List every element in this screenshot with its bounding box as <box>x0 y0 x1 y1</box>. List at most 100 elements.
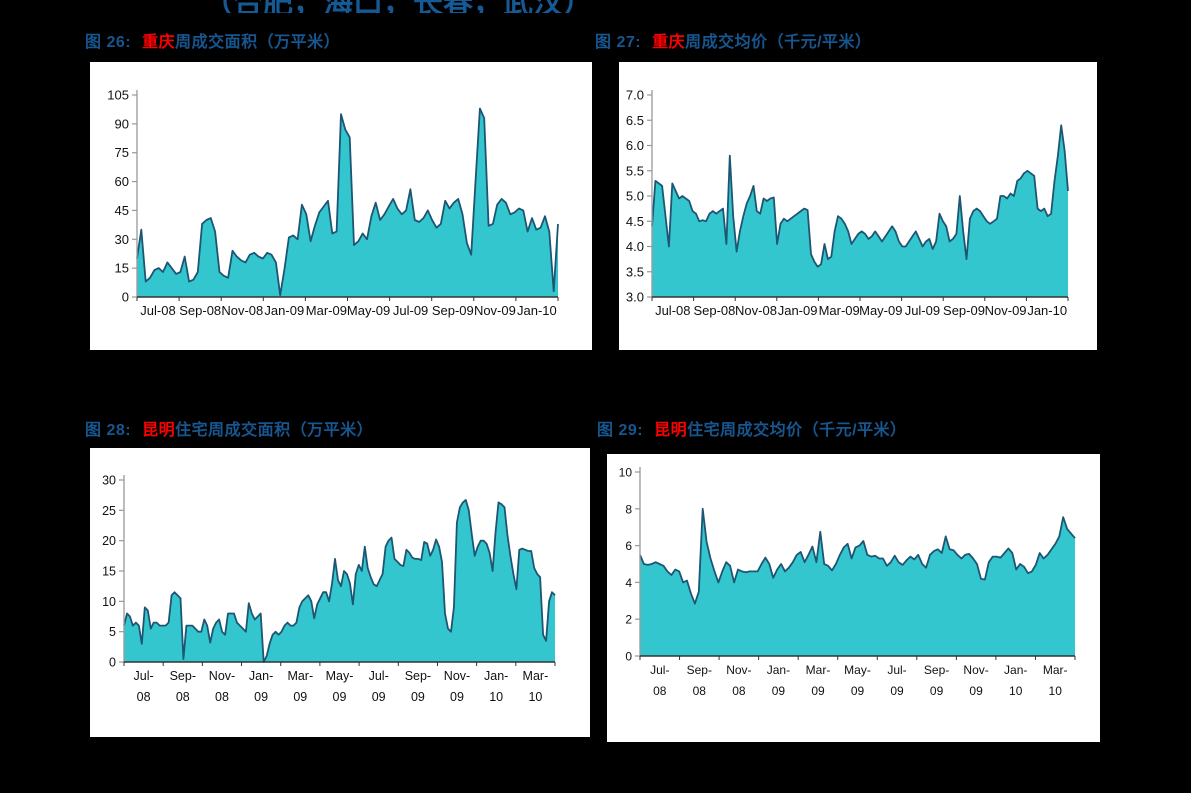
svg-text:3.5: 3.5 <box>626 264 644 279</box>
figure-29-label: 图 29: <box>597 422 644 439</box>
figure-29-caption-rest: 住宅周成交均价（千元/平米） <box>687 422 907 439</box>
svg-text:Jul-09: Jul-09 <box>393 303 428 318</box>
svg-text:3.0: 3.0 <box>626 290 644 305</box>
figure-27-caption-rest: 周成交均价（千元/平米） <box>685 34 872 51</box>
svg-text:Sep-09: Sep-09 <box>924 663 949 698</box>
area-series-fill <box>124 500 555 662</box>
svg-text:Mar-09: Mar-09 <box>806 663 831 698</box>
figure-28-caption: 图 28: 昆明住宅周成交面积（万平米） <box>85 416 373 440</box>
svg-text:Jul-09: Jul-09 <box>887 663 906 698</box>
figure-27-chart-panel: 3.0 3.5 4.0 4.5 5.0 5.5 6.0 6.5 7.0 Jul-08 Sep-08 N… <box>619 62 1097 350</box>
svg-text:Jan-10: Jan-10 <box>517 303 557 318</box>
area-series-line <box>123 499 556 663</box>
chart-28-area-chart: 0 5 10 15 20 25 30 Jul-08 Sep-08 Nov-08 Jan-09 Mar-… <box>102 474 556 704</box>
svg-text:0: 0 <box>625 650 632 664</box>
svg-text:25: 25 <box>102 504 116 518</box>
svg-text:Sep-09: Sep-09 <box>943 303 985 318</box>
svg-text:Nov-08: Nov-08 <box>221 303 263 318</box>
svg-text:7.0: 7.0 <box>626 88 644 103</box>
chart-26-area-chart: 0 15 30 45 60 75 90 105 Jul-08 Sep-08 Nov-08 Jan-09… <box>107 88 559 318</box>
svg-text:10: 10 <box>102 595 116 609</box>
svg-text:10: 10 <box>619 466 633 480</box>
area-series-fill <box>652 125 1068 297</box>
svg-text:20: 20 <box>102 534 116 548</box>
svg-text:Sep-08: Sep-08 <box>693 303 735 318</box>
svg-text:0: 0 <box>122 290 129 305</box>
svg-text:Nov-09: Nov-09 <box>985 303 1027 318</box>
svg-text:May-09: May-09 <box>859 303 902 318</box>
svg-text:30: 30 <box>115 232 129 247</box>
figure-28-city: 昆明 <box>142 422 176 439</box>
svg-text:Jul-08: Jul-08 <box>650 663 669 698</box>
svg-text:30: 30 <box>102 474 116 488</box>
svg-text:May-09: May-09 <box>326 669 354 704</box>
svg-text:Jul-08: Jul-08 <box>140 303 175 318</box>
figure-27-label: 图 27: <box>595 34 642 51</box>
svg-text:Jan-09: Jan-09 <box>264 303 304 318</box>
figure-29-chart-panel: 0 2 4 6 8 10 Jul-08 Sep-08 Nov-08 Jan-09 Mar-09 May… <box>607 454 1100 742</box>
svg-text:Jan-09: Jan-09 <box>767 663 790 698</box>
svg-text:Mar-09: Mar-09 <box>287 669 313 704</box>
svg-text:Mar-10: Mar-10 <box>1043 663 1068 698</box>
svg-text:May-09: May-09 <box>844 663 871 698</box>
svg-text:Jan-10: Jan-10 <box>484 669 508 704</box>
svg-text:Sep-08: Sep-08 <box>179 303 221 318</box>
svg-text:Sep-08: Sep-08 <box>170 669 196 704</box>
svg-text:105: 105 <box>107 88 129 103</box>
figure-26-label: 图 26: <box>85 34 132 51</box>
chart-29-area-chart: 0 2 4 6 8 10 Jul-08 Sep-08 Nov-08 Jan-09 Mar-09 May… <box>619 466 1076 698</box>
area-series-line <box>651 124 1069 268</box>
svg-text:5: 5 <box>109 625 116 639</box>
area-series-line <box>136 107 559 297</box>
svg-text:6.0: 6.0 <box>626 138 644 153</box>
svg-text:Nov-09: Nov-09 <box>963 663 988 698</box>
svg-text:4.5: 4.5 <box>626 214 644 229</box>
svg-text:45: 45 <box>115 203 129 218</box>
figure-27-city: 重庆 <box>652 34 686 51</box>
svg-text:4: 4 <box>625 576 632 590</box>
svg-text:Sep-09: Sep-09 <box>432 303 474 318</box>
figure-29-city: 昆明 <box>654 422 688 439</box>
svg-text:Jul-09: Jul-09 <box>905 303 940 318</box>
figure-26-caption-rest: 周成交面积（万平米） <box>175 34 341 51</box>
svg-text:Mar-09: Mar-09 <box>819 303 860 318</box>
svg-text:Jan-10: Jan-10 <box>1004 663 1027 698</box>
svg-text:Jul-08: Jul-08 <box>655 303 690 318</box>
svg-text:Sep-08: Sep-08 <box>687 663 712 698</box>
svg-text:15: 15 <box>115 261 129 276</box>
svg-text:5.5: 5.5 <box>626 163 644 178</box>
svg-text:90: 90 <box>115 116 129 131</box>
svg-text:Mar-10: Mar-10 <box>523 669 549 704</box>
svg-text:8: 8 <box>625 502 632 516</box>
figure-26-city: 重庆 <box>142 34 176 51</box>
svg-text:Jul-08: Jul-08 <box>134 669 154 704</box>
figure-28-label: 图 28: <box>85 422 132 439</box>
svg-text:75: 75 <box>115 145 129 160</box>
svg-text:2: 2 <box>625 613 632 627</box>
figure-27-caption: 图 27: 重庆周成交均价（千元/平米） <box>595 28 872 52</box>
svg-text:May-09: May-09 <box>347 303 390 318</box>
page-title: （合肥，海口，长春，武汉） <box>203 0 673 13</box>
figure-29-caption: 图 29: 昆明住宅周成交均价（千元/平米） <box>597 416 907 440</box>
area-series-fill <box>137 108 558 297</box>
area-series-line <box>639 507 1076 605</box>
svg-text:Mar-09: Mar-09 <box>306 303 347 318</box>
svg-text:Sep-09: Sep-09 <box>405 669 431 704</box>
svg-text:60: 60 <box>115 174 129 189</box>
svg-text:Jan-09: Jan-09 <box>249 669 273 704</box>
svg-text:Nov-08: Nov-08 <box>735 303 777 318</box>
svg-text:Nov-09: Nov-09 <box>444 669 470 704</box>
svg-text:Nov-08: Nov-08 <box>726 663 751 698</box>
svg-text:5.0: 5.0 <box>626 189 644 204</box>
figure-26-chart-panel: 0 15 30 45 60 75 90 105 Jul-08 Sep-08 Nov-08 Jan-09… <box>90 62 592 350</box>
svg-text:Jan-09: Jan-09 <box>778 303 818 318</box>
svg-text:4.0: 4.0 <box>626 239 644 254</box>
svg-text:Nov-09: Nov-09 <box>474 303 516 318</box>
page-title-text: （合肥，海口，长春，武汉） <box>203 0 593 13</box>
svg-text:Nov-08: Nov-08 <box>209 669 235 704</box>
svg-text:15: 15 <box>102 565 116 579</box>
figure-28-caption-rest: 住宅周成交面积（万平米） <box>175 422 374 439</box>
svg-text:6: 6 <box>625 539 632 553</box>
